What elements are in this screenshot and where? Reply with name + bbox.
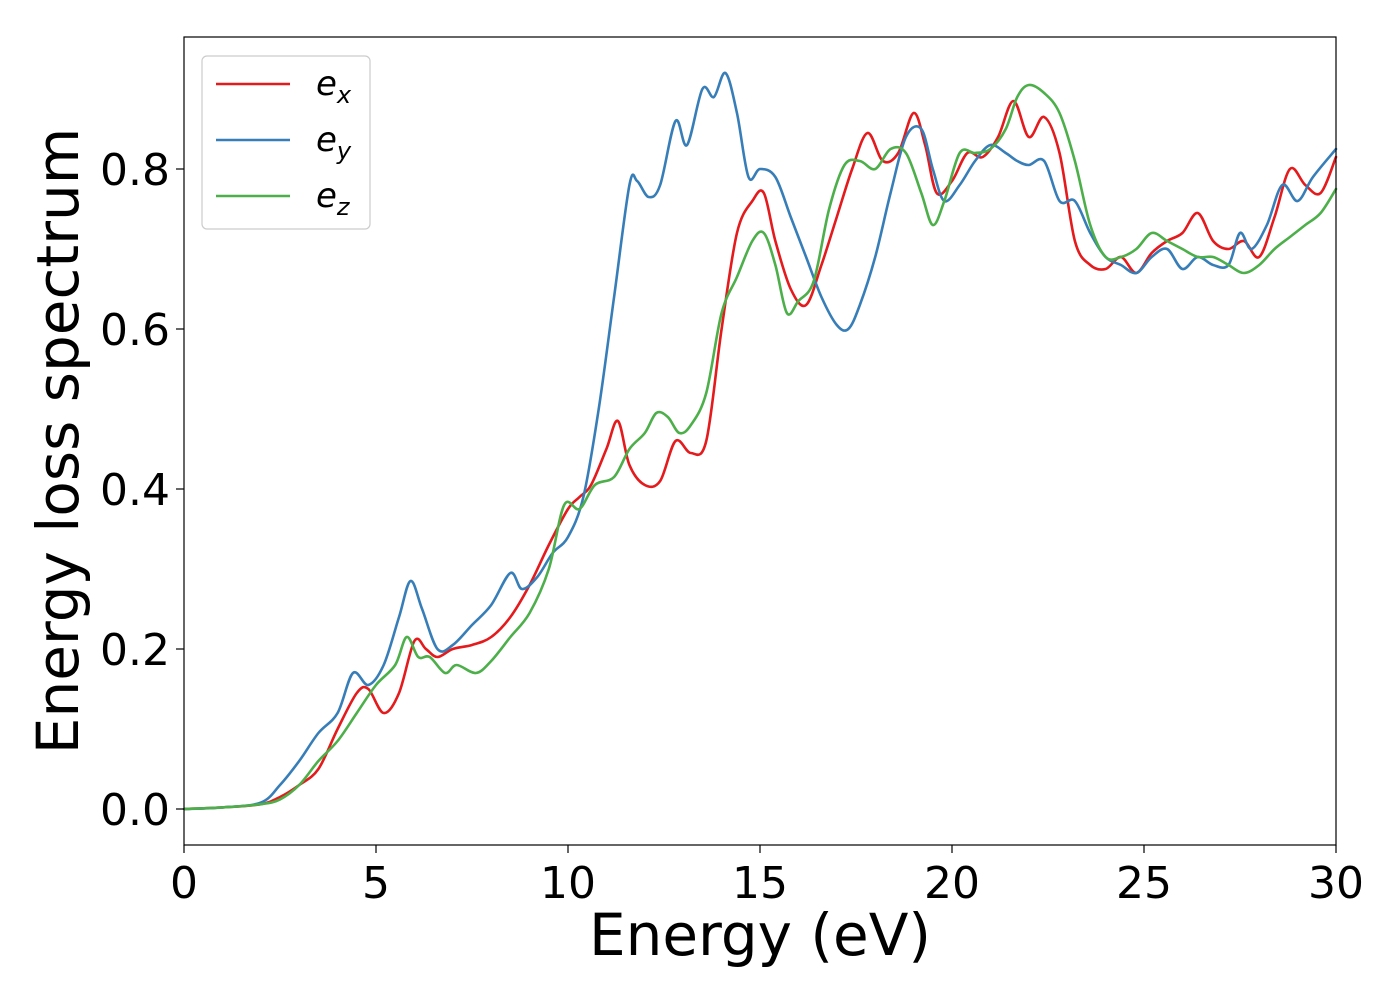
legend-label-z: ez	[316, 176, 351, 221]
legend: ex ey ez	[201, 55, 371, 230]
series-line-z	[182, 83, 1338, 811]
y-axis-label: Energy loss spectrum	[24, 128, 92, 754]
series-line-x	[182, 99, 1338, 811]
y-tick-label: 0.6	[100, 305, 170, 356]
series-line-y	[182, 71, 1338, 811]
y-tick-label: 0.0	[100, 785, 170, 836]
x-tick-label: 5	[362, 858, 390, 909]
legend-box	[201, 55, 371, 230]
x-tick-label: 25	[1116, 858, 1172, 909]
x-tick-label: 30	[1308, 858, 1364, 909]
x-tick-label: 0	[170, 858, 198, 909]
plot-lines	[182, 71, 1338, 811]
y-tick-label: 0.4	[100, 465, 170, 516]
y-axis-ticks: 0.0 0.2 0.4 0.6 0.8	[100, 145, 184, 836]
legend-label-y: ey	[316, 120, 352, 165]
x-axis-label: Energy (eV)	[589, 901, 931, 969]
legend-label-x: ex	[316, 64, 352, 109]
y-tick-label: 0.2	[100, 625, 170, 676]
y-tick-label: 0.8	[100, 145, 170, 196]
x-tick-label: 15	[732, 858, 788, 909]
x-tick-label: 20	[924, 858, 980, 909]
x-tick-label: 10	[540, 858, 596, 909]
legend-items: ex ey ez	[216, 64, 352, 221]
x-axis-ticks: 0 5 10 15 20 25 30	[170, 845, 1364, 909]
